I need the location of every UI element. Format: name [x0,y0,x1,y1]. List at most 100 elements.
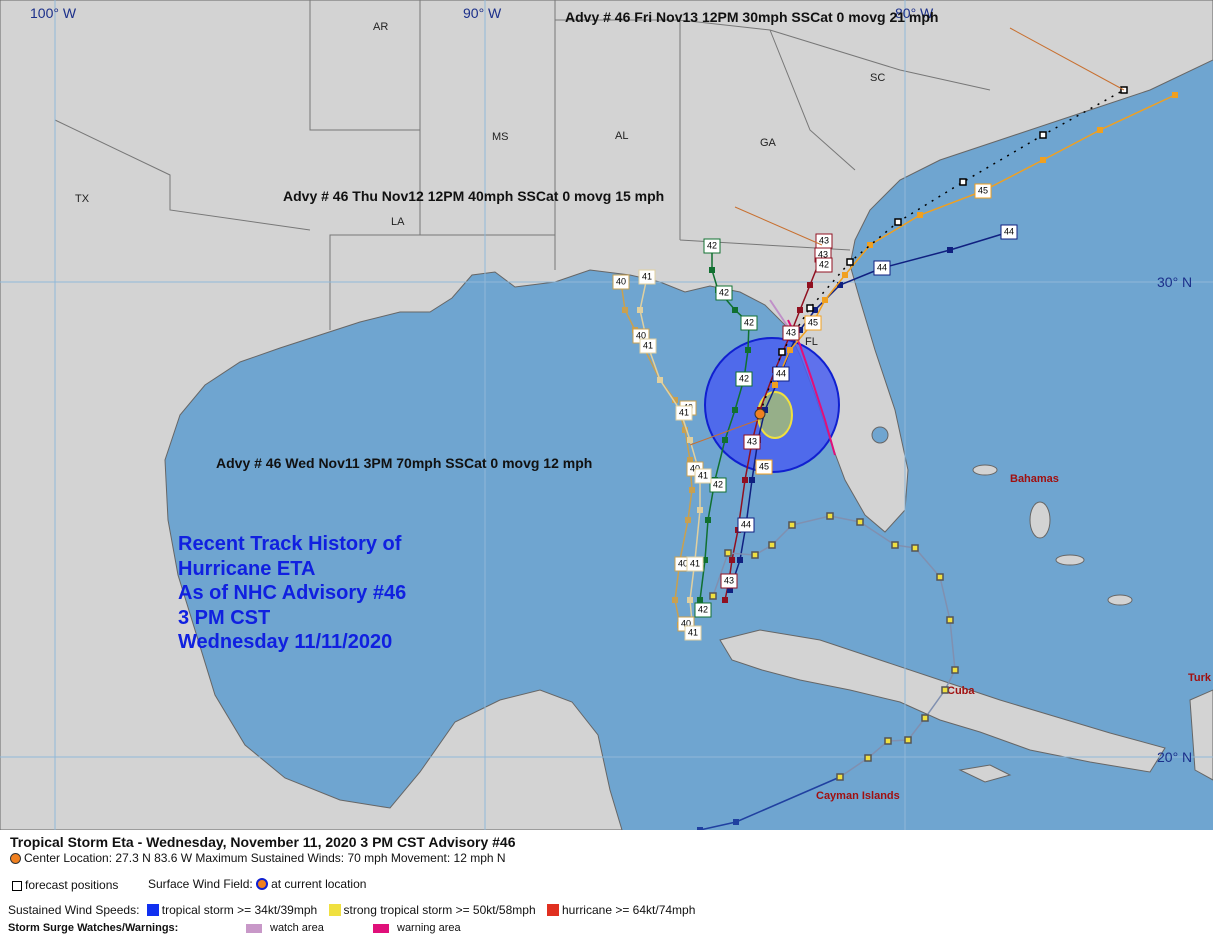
place-label: Bahamas [1010,473,1059,485]
track-label: 41 [698,470,708,480]
track-point [697,507,703,513]
speeds-text: Sustained Wind Speeds: [8,903,140,917]
watch-coast [769,299,791,331]
track-point [729,557,735,563]
track-labels: 4242424242424041404140414041404140414343… [612,183,1018,641]
legend-forecast: forecast positions [12,878,118,892]
warning-swatch [373,924,389,933]
track-point [762,407,768,413]
grid-label: 90° W [463,5,502,21]
track-point [947,247,953,253]
track-point [951,666,959,674]
place-label: Cayman Islands [816,790,900,802]
legend-watch: watch area [246,922,324,934]
track-label-box [675,405,693,421]
current-text: at current location [271,877,367,891]
border [54,0,991,330]
track-point [742,477,748,483]
track-point [657,377,663,383]
warning-text: warning area [397,922,461,934]
track-point [904,736,912,744]
track-label-box [772,366,790,382]
grid-label: 100° W [30,5,77,21]
ts-swatch [146,904,159,916]
island [972,464,998,476]
track-label: 40 [616,276,626,286]
track-point [682,427,688,433]
legend: Tropical Storm Eta - Wednesday, November… [0,830,1213,940]
track-point [1040,157,1046,163]
track-label: 44 [877,262,887,272]
track-point [727,587,733,593]
track-point [1172,92,1178,98]
track-point [685,517,691,523]
track-label-box [684,625,702,641]
track-point [891,541,899,549]
advisory-note: Advy # 46 Wed Nov11 3PM 70mph SSCat 0 mo… [216,455,592,471]
center-text: Center Location: 27.3 N 83.6 W Maximum S… [24,851,506,865]
legend-center: Center Location: 27.3 N 83.6 W Maximum S… [10,851,506,865]
track-point [936,573,944,581]
track-label: 44 [1004,226,1014,236]
track-label-box [974,183,992,199]
track-label: 42 [698,604,708,614]
state-label: LA [391,216,405,228]
jamaica [958,764,1012,783]
legend-speeds: Sustained Wind Speeds: tropical storm >=… [8,903,695,917]
island [1107,594,1133,606]
track-label-box [638,269,656,285]
track-point [768,541,776,549]
track-label-box [686,556,704,572]
state-label: SC [870,72,885,84]
grid-line [0,0,1213,830]
forecast-point [894,218,902,226]
legend-wind-field: Surface Wind Field: at current location [148,877,366,891]
track-point [672,597,678,603]
cuba [719,629,1166,773]
track-label: 41 [688,627,698,637]
track-label-box [815,257,833,273]
track-point [722,597,728,603]
track-point [751,551,759,559]
track-point [826,512,834,520]
track-point [836,773,844,781]
wind-field-icon [256,878,269,890]
track-label: 40 [636,330,646,340]
state-label: GA [760,137,777,149]
hu-text: hurricane >= 64kt/74mph [561,903,696,917]
place-label: Cuba [947,685,975,697]
track-label: 44 [776,368,786,378]
history-note: As of NHC Advisory #46 [178,582,406,604]
track-label-box [639,338,657,354]
track-label: 40 [678,558,688,568]
track-point [842,272,848,278]
track-label-box [720,573,738,589]
forecast-point [959,178,967,186]
forecast-point [846,258,854,266]
track-point [797,327,803,333]
track-label: 45 [978,185,988,195]
history-note: Wednesday 11/11/2020 [178,631,392,653]
track-point [637,307,643,313]
grid-label: 20° N [1157,749,1192,765]
grid-label: 30° N [1157,274,1192,290]
track-label: 45 [808,317,818,327]
track-label: 43 [786,327,796,337]
track-point [917,212,923,218]
track-label: 42 [744,317,754,327]
track-point [622,307,628,313]
track-point [921,714,929,722]
advisory-note: Advy # 46 Thu Nov12 12PM 40mph SSCat 0 m… [283,188,664,204]
forecast-line [759,89,1125,414]
track-point [884,737,892,745]
state-label: TX [75,193,90,205]
track-point [687,437,693,443]
track-label-box [694,602,712,618]
track-point [737,557,743,563]
track-label: 41 [643,340,653,350]
track-label: 42 [713,479,723,489]
graticule [0,0,1213,830]
track-label: 42 [739,373,749,383]
track-label: 43 [747,436,757,446]
note-leader [689,27,1125,446]
